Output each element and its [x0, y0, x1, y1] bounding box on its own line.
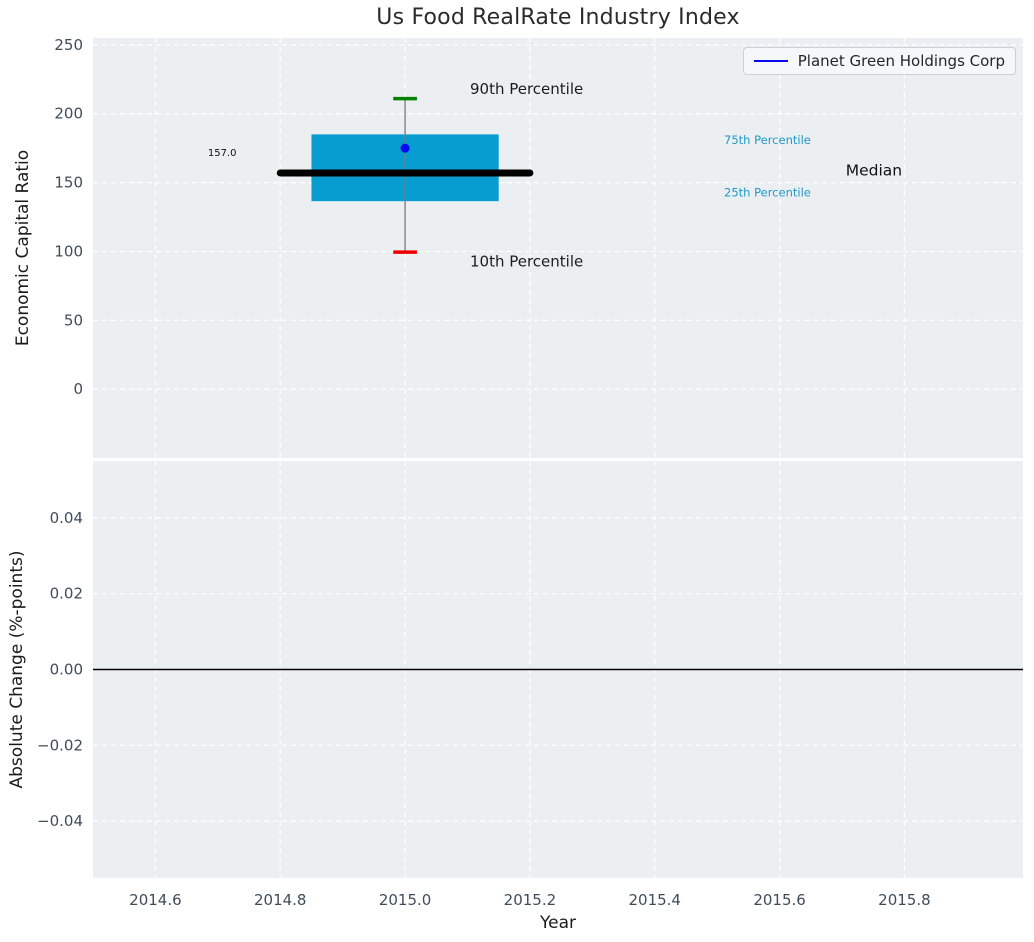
y-tick-label: −0.04	[37, 812, 83, 830]
legend-line-icon	[753, 60, 788, 62]
y-tick-label: 0.02	[50, 585, 83, 603]
legend: Planet Green Holdings Corp	[742, 47, 1016, 75]
y-axis-label: Absolute Change (%-points)	[7, 551, 27, 789]
x-tick-label: 2014.6	[129, 891, 182, 909]
annotation-median-value: 157.0	[208, 148, 237, 159]
annotation-25th-percentile: 25th Percentile	[724, 185, 811, 199]
x-tick-label: 2015.4	[628, 891, 681, 909]
legend-label: Planet Green Holdings Corp	[797, 52, 1005, 70]
chart-title: Us Food RealRate Industry Index	[376, 5, 740, 30]
annotation-75th-percentile: 75th Percentile	[724, 133, 811, 147]
x-axis-label: Year	[539, 913, 576, 933]
y-tick-label: 200	[54, 105, 83, 123]
y-tick-label: 250	[54, 36, 83, 54]
y-tick-label: 100	[54, 242, 83, 260]
y-tick-label: 0.00	[50, 661, 83, 679]
annotation-median: Median	[846, 162, 902, 180]
y-axis-label: Economic Capital Ratio	[13, 150, 33, 346]
y-tick-label: 150	[54, 174, 83, 192]
x-tick-label: 2015.0	[379, 891, 432, 909]
y-tick-label: 0	[73, 380, 83, 398]
annotation-10th-percentile: 10th Percentile	[470, 252, 583, 270]
annotation-90th-percentile: 90th Percentile	[470, 80, 583, 98]
x-tick-label: 2015.2	[504, 891, 557, 909]
plot-area	[93, 38, 1023, 458]
x-tick-label: 2014.8	[254, 891, 307, 909]
x-tick-label: 2015.6	[753, 891, 806, 909]
x-tick-label: 2015.8	[878, 891, 931, 909]
company-point	[400, 143, 410, 153]
y-tick-label: 0.04	[50, 509, 83, 527]
y-tick-label: −0.02	[37, 736, 83, 754]
y-tick-label: 50	[64, 311, 83, 329]
